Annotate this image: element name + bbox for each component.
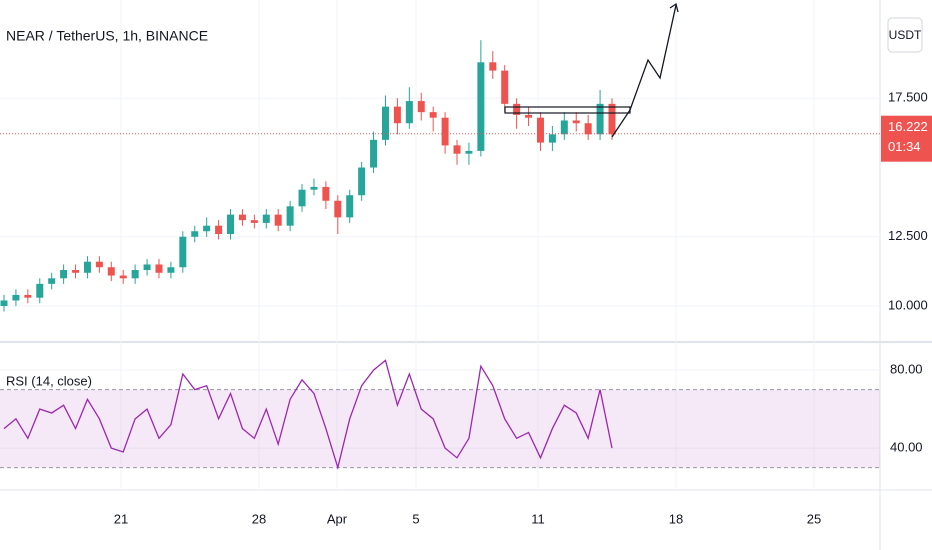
candle-body [429, 112, 437, 118]
time-label: Apr [327, 511, 348, 526]
candle-body [215, 225, 223, 234]
time-label: 5 [412, 511, 419, 526]
candle-body [107, 267, 115, 276]
countdown-label: 01:34 [888, 139, 921, 154]
projection-path [611, 4, 677, 138]
candle-body [393, 106, 401, 124]
candle-body [608, 103, 616, 135]
candle-body [286, 206, 294, 226]
time-label: 11 [531, 511, 545, 526]
candle-body [525, 114, 533, 118]
candle-body [322, 186, 330, 201]
symbol-title: NEAR / TetherUS, 1h, BINANCE [6, 28, 208, 44]
candle-body [572, 120, 580, 124]
candle-body [60, 270, 68, 279]
rsi-tick-label: 80.00 [890, 362, 923, 377]
rsi-label: RSI (14, close) [6, 373, 92, 388]
candle-body [465, 150, 473, 154]
candle-body [179, 236, 187, 268]
candle-body [274, 214, 282, 226]
y-tick-label: 12.500 [888, 228, 928, 243]
candle-body [501, 70, 509, 104]
candle-body [24, 294, 32, 298]
y-tick-label: 17.500 [888, 90, 928, 105]
candle-body [238, 214, 246, 221]
candle-body [262, 214, 270, 223]
candle-body [370, 139, 378, 168]
candle-body [143, 264, 151, 270]
candle-body [95, 261, 103, 268]
candle-body [72, 270, 80, 273]
time-label: 28 [252, 511, 266, 526]
candle-body [417, 101, 425, 113]
candle-body [560, 120, 568, 135]
candle-body [191, 231, 199, 237]
currency-button[interactable] [887, 17, 923, 53]
candle-body [405, 101, 413, 124]
currency-label[interactable]: USDT [889, 28, 922, 42]
candle-body [119, 275, 127, 279]
candle-body [298, 189, 306, 207]
candle-body [584, 123, 592, 135]
candle-body [513, 103, 521, 115]
candle-body [346, 195, 354, 218]
candle-body [477, 62, 485, 151]
last-price-box [881, 115, 932, 162]
candle-body [203, 225, 211, 232]
last-price-label: 16.222 [888, 119, 928, 134]
candle-body [167, 267, 175, 273]
time-label: 21 [114, 511, 128, 526]
candle-body [227, 214, 235, 234]
candle-body [310, 186, 318, 190]
candle-body [12, 294, 20, 301]
candle-body [489, 62, 497, 71]
rsi-tick-label: 40.00 [890, 440, 923, 455]
candle-body [0, 300, 8, 306]
candle-body [548, 134, 556, 143]
candle-body [250, 220, 258, 223]
candle-body [381, 106, 389, 140]
y-tick-label: 10.000 [888, 297, 928, 312]
rsi-line [3, 359, 613, 471]
candle-body [155, 264, 163, 273]
time-label: 25 [807, 511, 821, 526]
candle-body [36, 283, 44, 298]
candle-body [48, 278, 56, 284]
candle-body [536, 117, 544, 143]
projection-arrowhead [669, 2, 679, 13]
candle-body [358, 167, 366, 196]
rsi-band [0, 389, 880, 468]
candle-body [596, 103, 604, 135]
candle-body [441, 117, 449, 146]
candle-body [131, 270, 139, 279]
time-label: 18 [669, 511, 683, 526]
candle-body [334, 200, 342, 218]
candle-body [453, 145, 461, 154]
candle-body [83, 261, 91, 273]
